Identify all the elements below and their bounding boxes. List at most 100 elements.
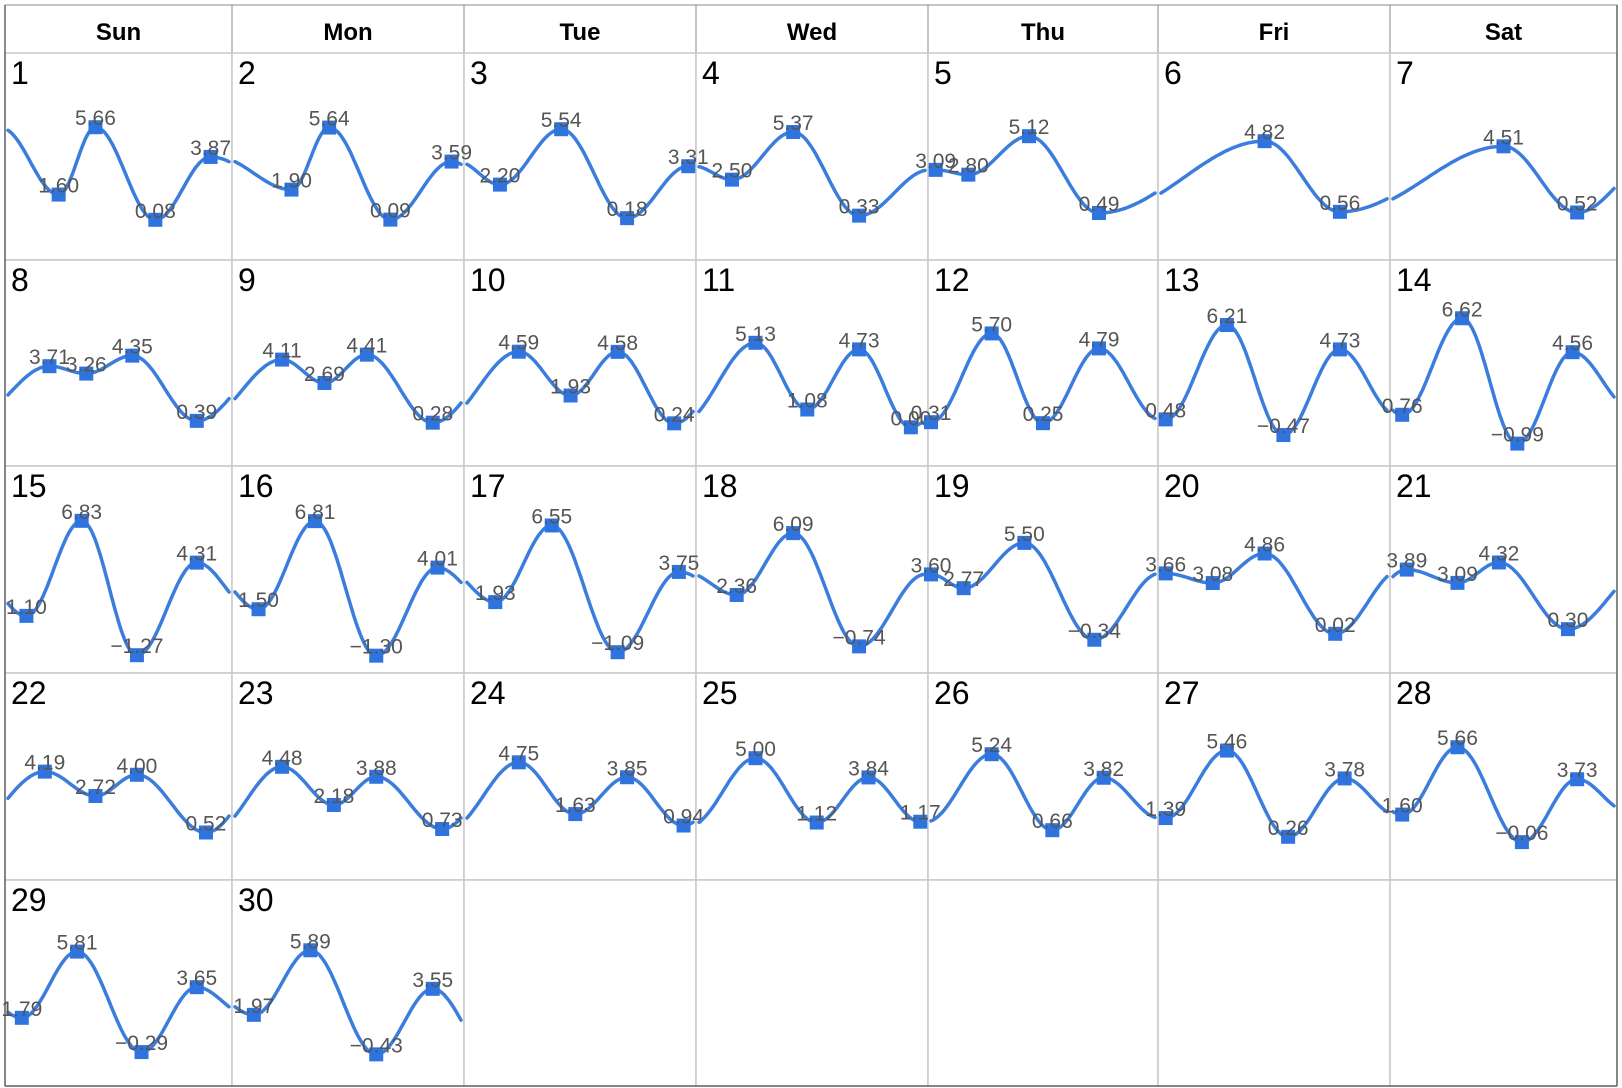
tide-value-label: 5.24 (971, 734, 1012, 757)
tide-marker (359, 347, 374, 362)
tide-value-label: 4.32 (1478, 542, 1519, 565)
tide-value-label: 0.48 (1145, 399, 1186, 422)
tide-value-label: 4.58 (597, 332, 638, 355)
tide-marker (610, 344, 625, 359)
tide-value-label: 0.26 (1268, 817, 1309, 840)
day-number: 1 (11, 55, 29, 91)
tide-marker (928, 162, 943, 177)
tide-value-label: 5.12 (1009, 116, 1050, 139)
tide-value-label: 5.50 (1004, 523, 1045, 546)
weekday-header-cell (231, 4, 465, 54)
day-number: 5 (934, 55, 952, 91)
tide-curve (233, 519, 463, 658)
day-cell (1157, 52, 1391, 261)
day-cell (463, 259, 697, 467)
tide-value-label: 3.09 (1437, 563, 1478, 586)
day-cell (695, 259, 929, 467)
tide-marker (383, 212, 398, 227)
tide-marker (303, 943, 318, 958)
weekday-header-cell (695, 4, 929, 54)
day-number: 16 (238, 468, 274, 504)
tide-value-label: 1.50 (238, 589, 279, 612)
tide-marker (492, 177, 507, 192)
tide-marker (134, 1045, 149, 1060)
day-number: 11 (702, 262, 735, 298)
day-cell (1157, 465, 1391, 674)
day-cell (1389, 465, 1618, 674)
tide-curve (1159, 551, 1389, 636)
tide-marker (1045, 823, 1060, 838)
tide-value-label: 5.54 (541, 109, 582, 132)
tide-marker (125, 348, 140, 363)
tide-value-label: 3.75 (658, 552, 699, 575)
tide-curve (233, 352, 463, 425)
tide-curve (6, 125, 231, 222)
tide-value-label: 1.97 (233, 995, 274, 1018)
day-number: 2 (238, 55, 256, 91)
tide-value-label: 0.52 (186, 812, 227, 835)
tide-marker (1395, 407, 1410, 422)
tide-value-label: 0.00 (890, 407, 931, 430)
tide-value-label: −0.74 (833, 626, 886, 649)
tide-value-label: 0.24 (654, 403, 695, 426)
tide-marker (198, 825, 213, 840)
day-cell (1389, 879, 1618, 1087)
tide-marker (671, 564, 686, 579)
tide-value-label: 3.88 (356, 757, 397, 780)
tide-value-label: 4.75 (498, 742, 539, 765)
tide-curve (233, 125, 463, 222)
tide-marker (610, 645, 625, 660)
tide-value-label: 5.13 (735, 323, 776, 346)
day-cell (695, 879, 929, 1087)
tide-value-label: 2.80 (948, 155, 989, 178)
tide-marker (852, 639, 867, 654)
tide-marker (563, 388, 578, 403)
tide-marker (1158, 412, 1173, 427)
tide-marker (189, 413, 204, 428)
tide-value-label: 3.87 (190, 137, 231, 160)
tide-marker (924, 415, 938, 430)
tide-marker (861, 770, 876, 785)
tide-value-label: 0.28 (412, 403, 453, 426)
tide-value-label: −1.30 (350, 636, 403, 659)
tide-marker (246, 1007, 261, 1022)
day-number: 23 (238, 675, 274, 711)
day-number: 21 (1396, 468, 1432, 504)
tide-marker (852, 208, 867, 223)
tide-marker (88, 120, 103, 135)
tide-value-label: 4.86 (1244, 533, 1285, 556)
tide-marker (1092, 205, 1106, 220)
day-number: 24 (470, 675, 506, 711)
tide-value-label: 2.72 (75, 776, 116, 799)
tide-value-label: 2.20 (480, 165, 521, 188)
tide-marker (984, 747, 999, 762)
tide-value-label: 3.85 (607, 757, 648, 780)
tide-marker (1328, 626, 1343, 641)
tide-marker (251, 602, 266, 617)
tide-value-label: 3.08 (1192, 563, 1233, 586)
tide-value-label: 1.60 (38, 175, 79, 198)
day-cell (463, 52, 697, 261)
tide-marker (1514, 835, 1529, 850)
tide-value-label: 5.66 (75, 107, 116, 130)
tide-marker (1205, 576, 1220, 591)
tide-marker (322, 120, 337, 135)
weekday-label: Sat (1485, 19, 1522, 46)
tide-marker (903, 420, 918, 435)
tide-marker (19, 608, 34, 623)
tide-marker (786, 125, 801, 140)
tide-value-label: 1.08 (787, 390, 828, 413)
weekday-label: Fri (1259, 19, 1290, 46)
tide-value-label: 3.60 (911, 554, 952, 577)
tide-marker (724, 172, 739, 187)
tide-curve (929, 752, 1157, 832)
day-cell (1389, 259, 1618, 467)
tide-marker (308, 514, 323, 529)
tide-marker (809, 815, 824, 830)
tide-value-label: 5.70 (971, 313, 1012, 336)
tide-marker (1158, 811, 1173, 826)
tide-marker (275, 759, 290, 774)
tide-value-label: 1.17 (900, 802, 941, 825)
tide-marker (14, 1010, 29, 1025)
tide-value-label: 4.82 (1244, 121, 1285, 144)
